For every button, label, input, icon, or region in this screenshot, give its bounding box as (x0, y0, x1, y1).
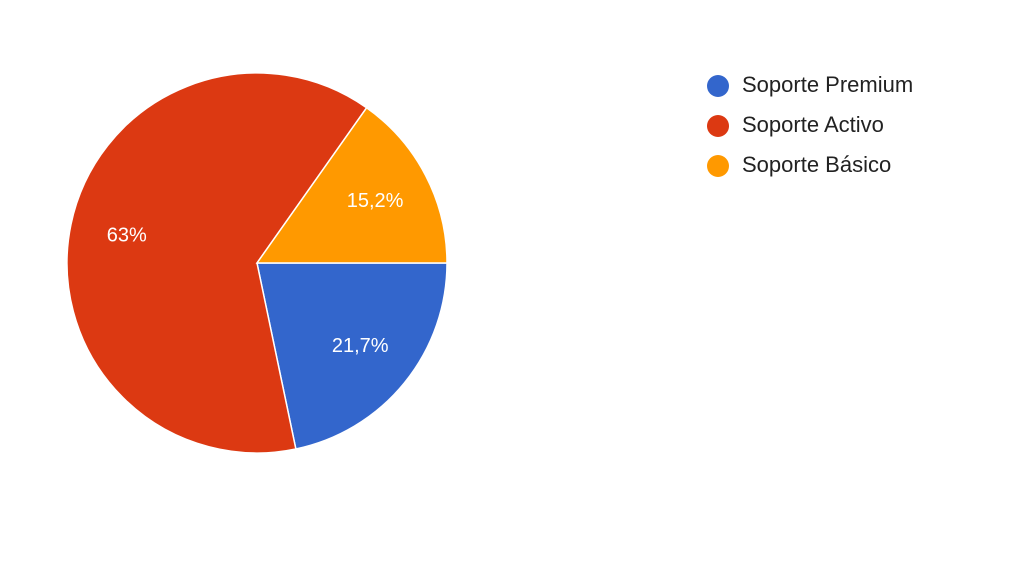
legend-marker (707, 115, 729, 137)
pie-slice (66, 72, 368, 454)
legend-marker (707, 75, 729, 97)
legend-label: Soporte Activo (742, 112, 884, 137)
legend-label: Soporte Premium (742, 72, 913, 97)
slice-label: 21,7% (332, 335, 389, 357)
pie-slice (255, 106, 448, 264)
slice-label: 15,2% (347, 190, 404, 212)
slice-label: 63% (107, 224, 147, 246)
legend-label: Soporte Básico (742, 152, 891, 177)
legend-marker (707, 155, 729, 177)
pie-slice (256, 262, 448, 450)
